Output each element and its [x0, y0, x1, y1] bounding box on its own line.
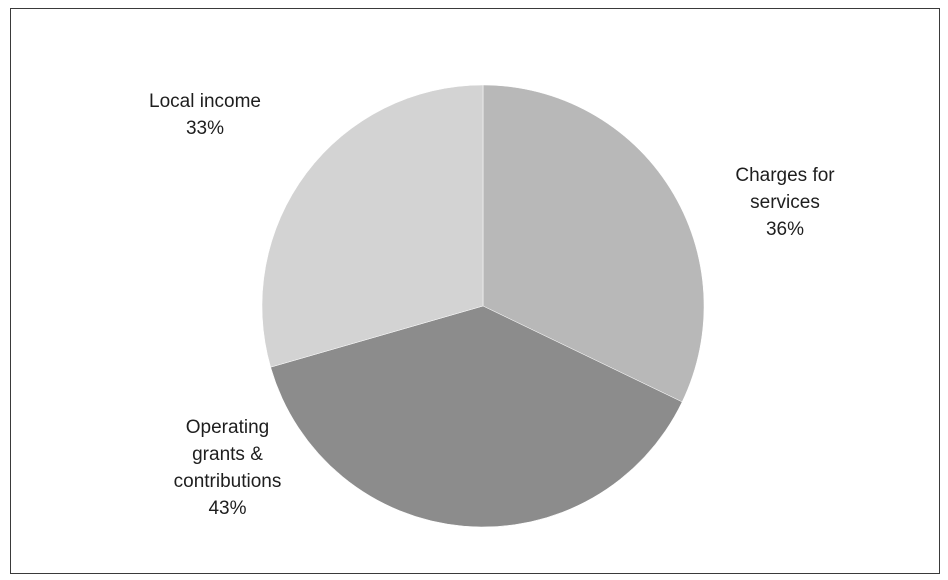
label-charges-pct: 36%	[765, 219, 805, 240]
pie-slice-operating-grants	[270, 305, 683, 528]
pie-slice-local-income	[261, 84, 484, 368]
label-local-income-pct: 33%	[185, 118, 225, 139]
label-grants-pct: 43%	[208, 498, 247, 519]
label-grants-line-1: Operating	[185, 417, 270, 438]
label-grants-line-3: contributions	[173, 471, 282, 492]
label-grants-line-2: grants &	[192, 444, 263, 465]
label-charges-for-services: Charges for services 36%	[705, 162, 865, 243]
label-local-income-line-1: Local income	[149, 91, 261, 112]
pie-slice-charges-for-services	[482, 84, 705, 403]
label-charges-line-1: Charges for	[735, 165, 835, 186]
label-local-income: Local income 33%	[130, 88, 280, 142]
label-operating-grants: Operating grants & contributions 43%	[150, 414, 305, 522]
label-charges-line-2: services	[750, 192, 820, 213]
